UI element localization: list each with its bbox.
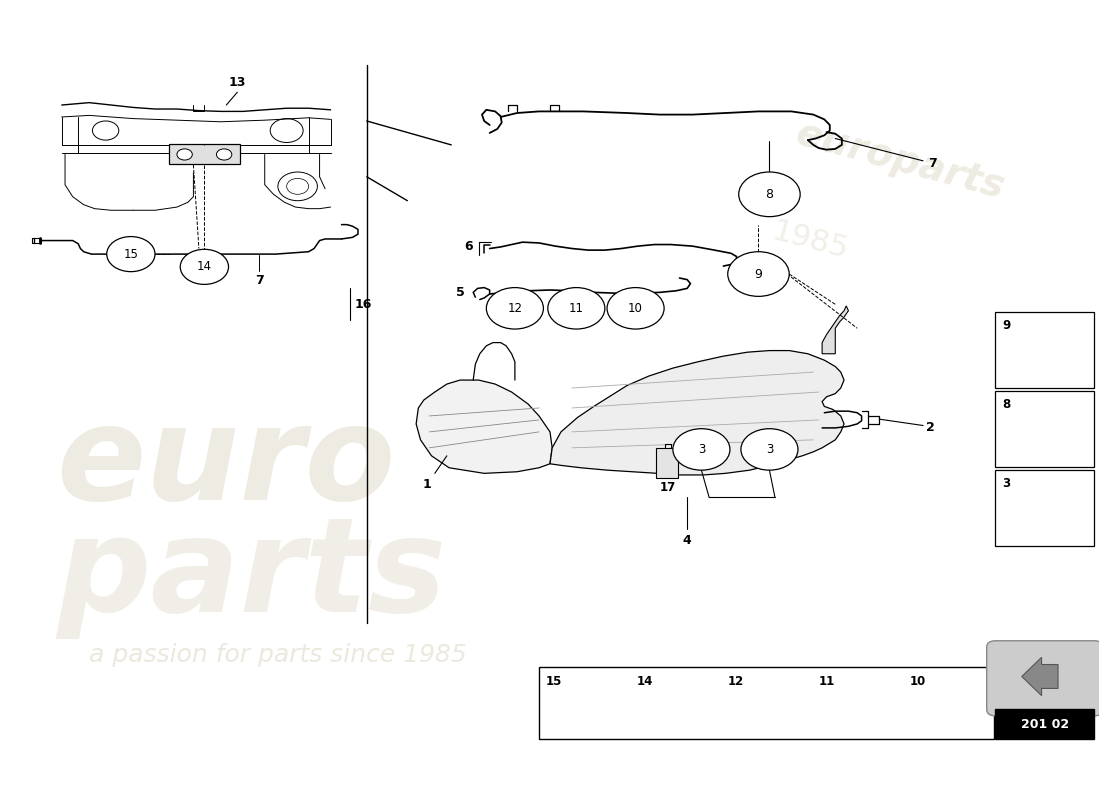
Text: 16: 16 (354, 298, 372, 311)
Circle shape (728, 252, 789, 296)
Polygon shape (822, 306, 848, 354)
FancyBboxPatch shape (996, 391, 1094, 467)
Text: 7: 7 (928, 157, 937, 170)
FancyBboxPatch shape (168, 145, 240, 165)
Text: a passion for parts since 1985: a passion for parts since 1985 (89, 643, 466, 667)
Text: europarts: europarts (791, 114, 1009, 207)
Text: 14: 14 (637, 675, 653, 688)
Circle shape (607, 287, 664, 329)
Circle shape (180, 250, 229, 285)
Text: 1: 1 (422, 478, 431, 491)
Text: 3: 3 (766, 443, 773, 456)
FancyBboxPatch shape (657, 448, 679, 478)
Polygon shape (1022, 658, 1058, 696)
Text: 8: 8 (766, 188, 773, 201)
Text: 17: 17 (659, 482, 675, 494)
Text: 9: 9 (1002, 318, 1010, 332)
Text: 10: 10 (628, 302, 643, 315)
FancyBboxPatch shape (539, 667, 994, 739)
FancyBboxPatch shape (987, 641, 1100, 716)
Circle shape (217, 149, 232, 160)
Text: 7: 7 (255, 274, 264, 287)
Text: 6: 6 (464, 241, 473, 254)
Circle shape (739, 172, 800, 217)
Text: 11: 11 (818, 675, 835, 688)
Text: 10: 10 (910, 675, 926, 688)
Text: 12: 12 (728, 675, 744, 688)
Text: 13: 13 (229, 76, 246, 89)
Text: 201 02: 201 02 (1021, 718, 1069, 730)
Text: euro: euro (56, 400, 396, 527)
Circle shape (673, 429, 730, 470)
Polygon shape (550, 350, 844, 475)
Text: parts: parts (56, 512, 447, 639)
Text: 4: 4 (683, 534, 692, 547)
Text: 15: 15 (123, 248, 139, 261)
FancyBboxPatch shape (996, 312, 1094, 388)
Text: 2: 2 (926, 421, 935, 434)
Text: 12: 12 (507, 302, 522, 315)
Text: 14: 14 (197, 260, 212, 274)
Circle shape (741, 429, 798, 470)
Text: 3: 3 (1002, 477, 1010, 490)
Text: 9: 9 (755, 267, 762, 281)
Text: 5: 5 (455, 286, 464, 299)
FancyBboxPatch shape (996, 470, 1094, 546)
Text: 11: 11 (569, 302, 584, 315)
Circle shape (107, 237, 155, 272)
Text: 3: 3 (697, 443, 705, 456)
Circle shape (177, 149, 192, 160)
Text: 1985: 1985 (769, 217, 851, 265)
Polygon shape (416, 380, 552, 474)
Circle shape (548, 287, 605, 329)
FancyBboxPatch shape (996, 710, 1094, 739)
Text: 8: 8 (1002, 398, 1010, 410)
Circle shape (486, 287, 543, 329)
Text: 15: 15 (546, 675, 562, 688)
